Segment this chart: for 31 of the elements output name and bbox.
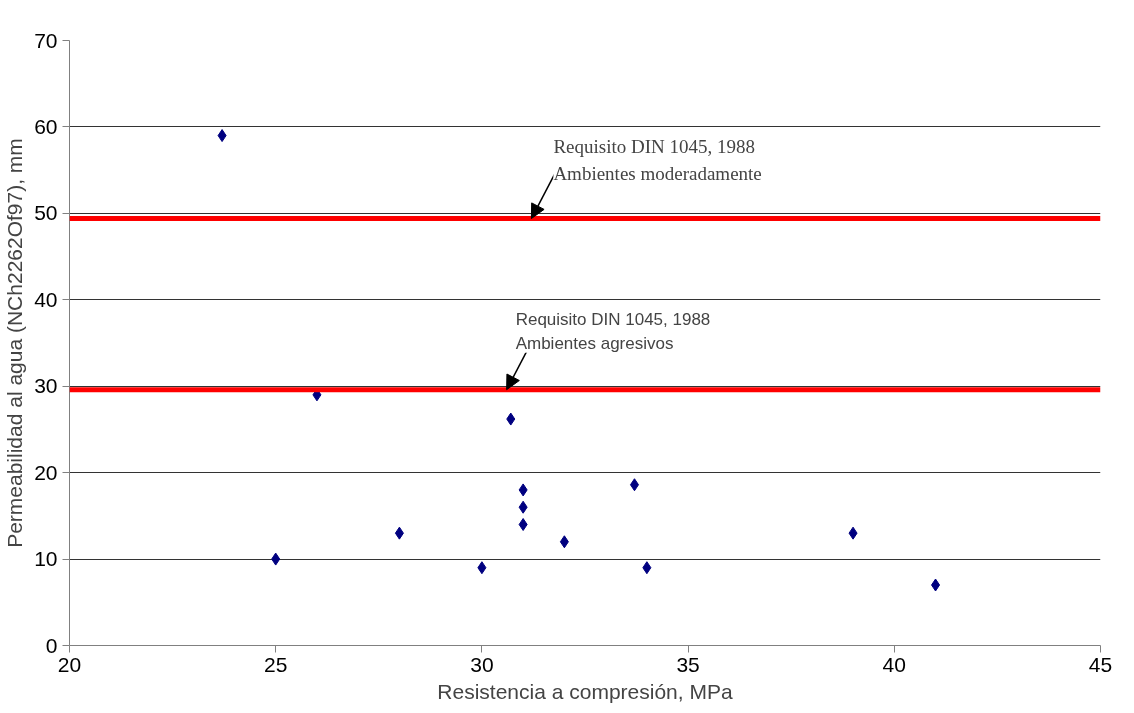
x-tick-label: 25 bbox=[264, 652, 288, 676]
y-tick-label: 30 bbox=[34, 374, 58, 398]
point bbox=[506, 412, 516, 426]
point bbox=[559, 535, 569, 549]
point bbox=[394, 526, 404, 540]
x-tick-label: 35 bbox=[676, 652, 700, 676]
y-axis-title: Permeabilidad al agua (NCh2262Of97), mm bbox=[3, 138, 27, 548]
x-axis-title: Resistencia a compresión, MPa bbox=[437, 679, 733, 703]
y-tick-label: 50 bbox=[34, 201, 58, 225]
x-tick-label: 40 bbox=[882, 652, 906, 676]
x-tick-label: 30 bbox=[470, 652, 494, 676]
y-tick-label: 40 bbox=[34, 287, 58, 311]
point bbox=[931, 578, 941, 592]
point bbox=[642, 561, 652, 575]
y-tick-label: 20 bbox=[34, 460, 58, 484]
annotation: Requisito DIN 1045, 1988 Ambientes agresivos bbox=[515, 309, 711, 353]
point bbox=[217, 129, 227, 143]
y-tick-label: 60 bbox=[34, 114, 58, 138]
point bbox=[518, 518, 528, 531]
point bbox=[629, 478, 639, 492]
point bbox=[848, 526, 858, 540]
point bbox=[518, 500, 528, 514]
y-tick-label: 0 bbox=[45, 633, 58, 657]
point bbox=[271, 552, 281, 566]
point bbox=[518, 483, 528, 497]
y-tick-label: 70 bbox=[34, 28, 58, 52]
point bbox=[477, 561, 487, 575]
y-tick-label: 10 bbox=[34, 547, 58, 571]
x-tick-label: 20 bbox=[57, 652, 82, 676]
annotation: Requisito DIN 1045, 1988 Ambientes moderadamente bbox=[553, 136, 762, 184]
x-tick-label: 45 bbox=[1088, 652, 1113, 676]
